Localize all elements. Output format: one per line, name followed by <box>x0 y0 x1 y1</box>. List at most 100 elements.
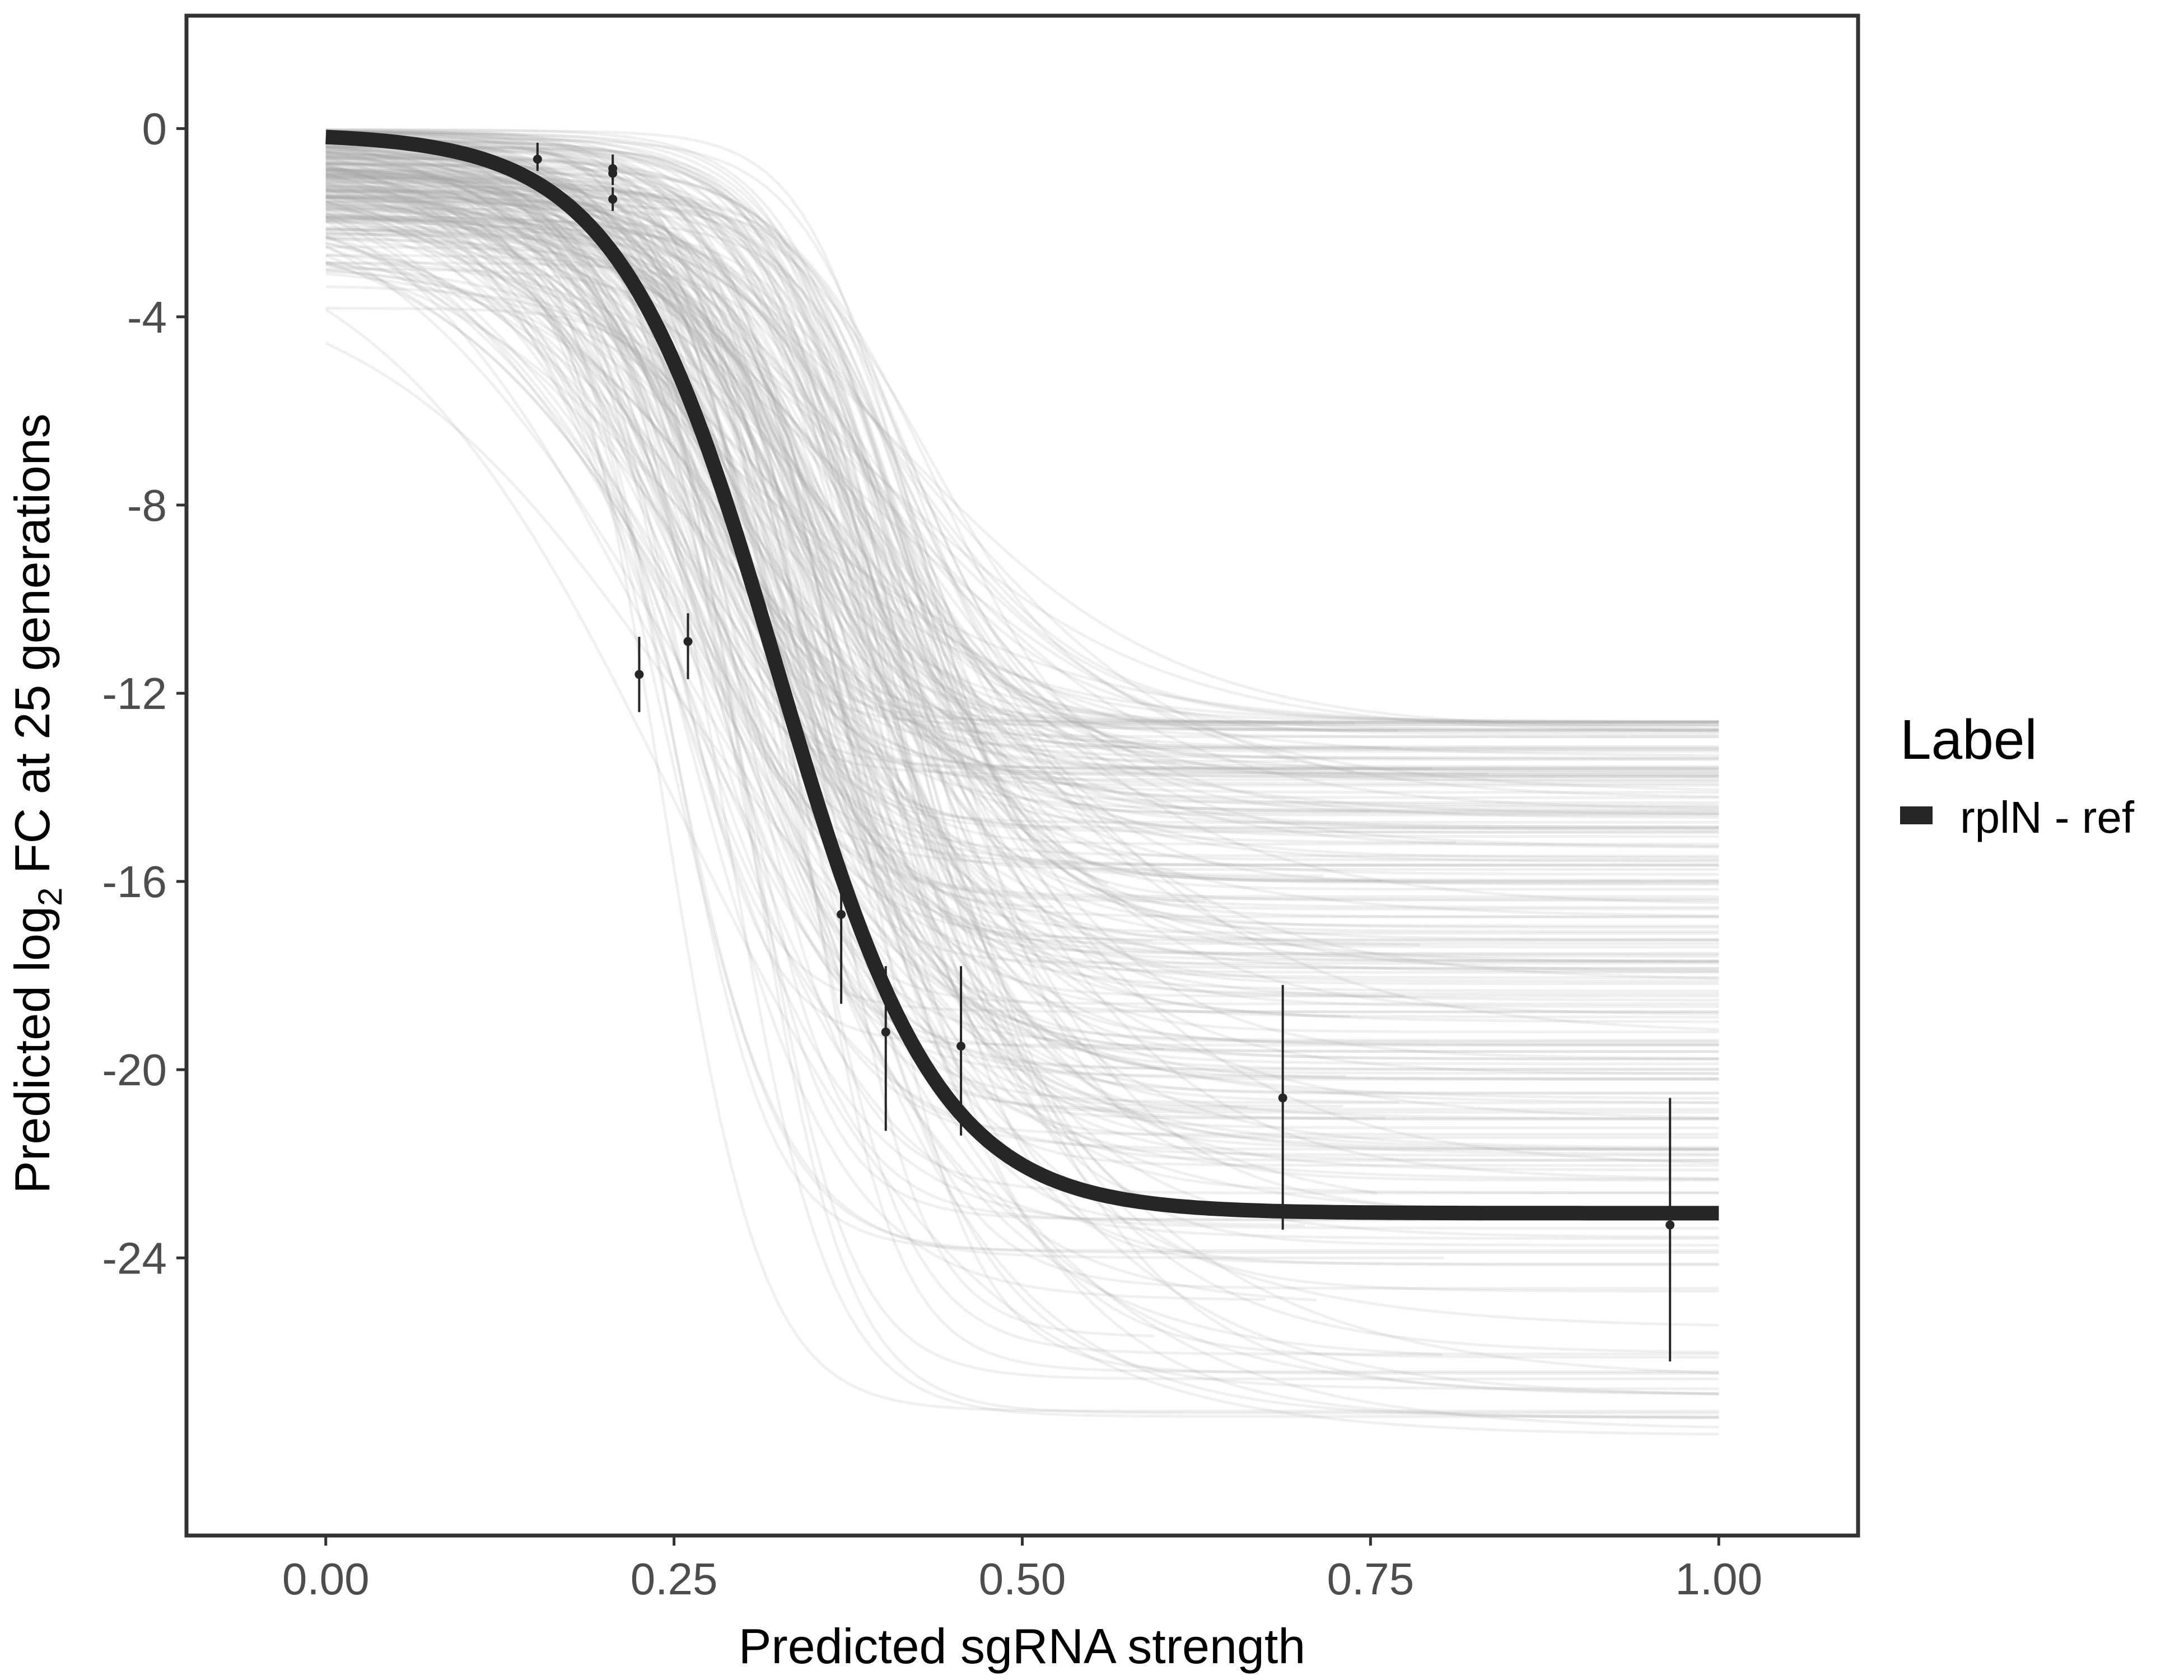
posterior-draw-line <box>325 342 1719 1100</box>
posterior-draw-line <box>325 220 1719 738</box>
posterior-draw-line <box>325 130 1719 933</box>
posterior-draw-line <box>325 128 1370 813</box>
posterior-draw-line <box>325 150 1719 962</box>
posterior-draw-line <box>325 215 1719 1390</box>
posterior-draw-line <box>325 150 1719 834</box>
posterior-draw-line <box>325 172 1719 757</box>
posterior-draw-line <box>325 144 1719 918</box>
main-curve-layer <box>325 129 1719 1221</box>
posterior-draw-line <box>325 204 1719 733</box>
posterior-draw-line <box>325 236 1719 807</box>
posterior-draw-line <box>325 285 1719 1047</box>
posterior-draw-line <box>325 146 1719 1121</box>
y-tick-label: -16 <box>102 857 167 907</box>
posterior-draw-line <box>325 172 1155 1337</box>
y-tick-label: -4 <box>127 292 167 342</box>
posterior-draw-line <box>325 200 1719 1375</box>
posterior-draw-line <box>325 213 1719 1290</box>
posterior-draw-line <box>325 261 1719 1095</box>
posterior-draw-line <box>325 176 1719 902</box>
x-tick-label: 0.75 <box>1327 1554 1415 1604</box>
posterior-draw-line <box>325 158 1719 1019</box>
posterior-draw-line <box>325 172 1719 886</box>
posterior-draw-line <box>325 263 1719 980</box>
posterior-draw-line <box>325 156 1719 815</box>
data-point <box>533 155 542 164</box>
posterior-draw-line <box>325 192 1719 778</box>
posterior-draw-line <box>325 129 1719 1094</box>
posterior-draw-line <box>325 185 1719 1014</box>
posterior-draw-line <box>325 233 1719 785</box>
posterior-draw-line <box>325 142 1719 809</box>
posterior-draw-line <box>325 195 1719 1080</box>
posterior-draw-line <box>325 194 1719 1111</box>
posterior-draw-line <box>325 216 1404 998</box>
posterior-draw-line <box>325 196 1719 1413</box>
posterior-draw-line <box>325 160 1346 1078</box>
posterior-draw-line <box>325 156 1719 958</box>
posterior-draw-line <box>325 163 1719 1240</box>
posterior-draw-line <box>325 197 1719 1418</box>
posterior-draw-line <box>325 208 1719 794</box>
posterior-draw-line <box>325 146 1719 1149</box>
posterior-draw-line <box>325 267 1719 724</box>
y-axis-title-subscript: 2 <box>31 888 69 906</box>
posterior-draw-line <box>325 208 1719 898</box>
posterior-draw-line <box>325 159 1719 1071</box>
posterior-draw-line <box>325 216 1719 1080</box>
posterior-draw-line <box>325 308 1719 1436</box>
posterior-draw-line <box>325 211 1719 1327</box>
posterior-draw-line <box>325 150 1719 1415</box>
posterior-draw-line <box>325 181 1719 1071</box>
posterior-draw-line <box>325 155 1719 1104</box>
posterior-draw-line <box>325 161 1719 1254</box>
posterior-draw-line <box>325 231 1719 983</box>
posterior-draw-line <box>325 132 1324 878</box>
posterior-draw-line <box>325 174 1719 727</box>
posterior-draw-line <box>325 130 1719 1136</box>
posterior-draw-line <box>325 178 1719 787</box>
posterior-draw-line <box>325 190 1719 1380</box>
posterior-draw-line <box>325 153 1719 1373</box>
posterior-draw-line <box>325 161 1719 778</box>
posterior-draw-line <box>325 168 1719 1008</box>
posterior-draw-line <box>325 205 1719 724</box>
posterior-draw-line <box>325 166 1109 885</box>
posterior-draw-line <box>325 203 1719 730</box>
y-tick-label: -8 <box>127 480 167 530</box>
posterior-draw-line <box>325 169 1719 871</box>
posterior-draw-line <box>325 183 1719 963</box>
posterior-draw-line <box>325 157 1719 819</box>
data-point <box>1665 1220 1675 1230</box>
posterior-draw-line <box>325 227 1071 830</box>
posterior-draw-line <box>325 214 1719 1252</box>
posterior-draw-line <box>325 167 1719 1180</box>
posterior-draw-line <box>325 195 1719 1354</box>
posterior-draw-line <box>325 135 1382 883</box>
posterior-draw-line <box>325 168 1351 1018</box>
data-point <box>608 169 618 178</box>
posterior-draw-line <box>325 216 1719 1120</box>
posterior-draw-line <box>325 193 1719 791</box>
posterior-draw-line <box>325 190 1398 732</box>
posterior-draw-line <box>325 241 1719 1119</box>
posterior-draw-line <box>325 176 1719 1061</box>
data-point <box>608 194 618 204</box>
x-tick-label: 0.00 <box>282 1554 370 1604</box>
posterior-draw-line <box>325 237 1719 909</box>
x-axis: 0.00 0.25 0.50 0.75 1.00 <box>282 1536 1762 1604</box>
posterior-draw-line <box>325 217 1719 1359</box>
y-axis: 0 -4 -8 -12 -16 -20 -24 <box>102 104 186 1283</box>
posterior-draw-line <box>325 155 1719 1053</box>
posterior-draw-line <box>325 218 1719 985</box>
posterior-draw-line <box>325 164 1719 1419</box>
posterior-draw-line <box>325 129 1719 1014</box>
posterior-draw-line <box>325 207 1343 1108</box>
y-tick-label: 0 <box>142 104 167 154</box>
posterior-draw-line <box>325 217 1719 963</box>
data-point <box>634 670 644 679</box>
posterior-draw-line <box>325 242 1719 883</box>
posterior-draw-line <box>325 137 1432 771</box>
posterior-draw-line <box>325 171 1489 776</box>
posterior-draw-line <box>325 169 1719 749</box>
